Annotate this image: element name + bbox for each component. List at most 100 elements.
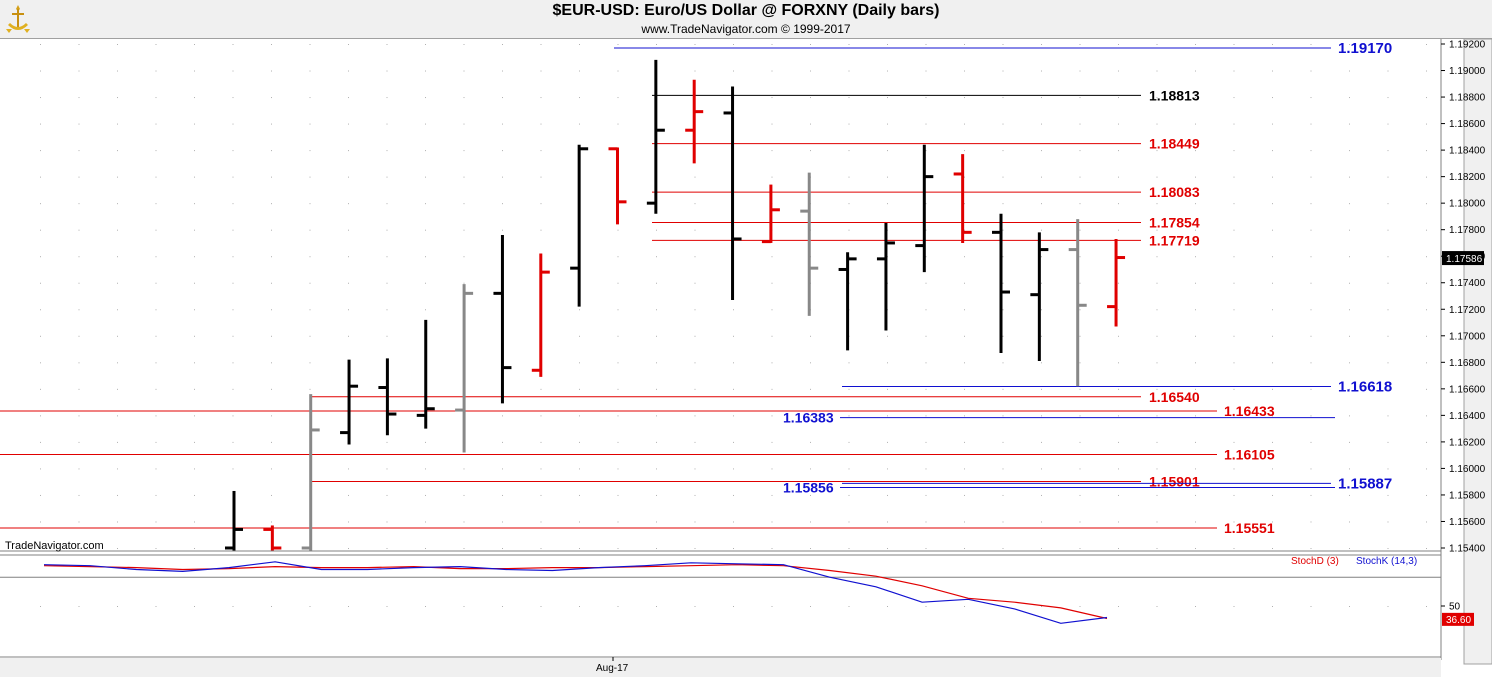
grid-dot [540,415,542,417]
grid-dot [1156,176,1158,178]
grid-dot [502,441,503,443]
grid-dot [694,606,696,607]
grid-dot [232,97,234,99]
grid-dot [386,176,388,178]
grid-dot [232,203,234,205]
grid-dot [1272,256,1273,258]
grid-dot [194,176,195,178]
grid-dot [271,123,272,125]
grid-dot [1079,441,1081,443]
grid-dot [232,123,234,125]
grid-dot [694,282,696,284]
legend-stochk: StochK (14,3) [1356,556,1417,567]
grid-dot [463,150,465,152]
grid-dot [964,44,965,45]
grid-dot [348,282,349,284]
grid-dot [309,97,311,99]
grid-dot [1310,97,1312,99]
grid-dot [771,309,773,311]
grid-dot [1156,388,1158,390]
grid-dot [1310,44,1312,45]
grid-dot [1079,123,1081,125]
grid-dot [887,606,888,607]
grid-dot [1195,309,1196,311]
grid-dot [155,282,157,284]
grid-dot [1387,548,1389,549]
grid-dot [194,282,195,284]
grid-dot [78,521,80,523]
level-label: 1.16105 [1224,446,1275,462]
grid-dot [386,335,388,337]
grid-dot [1387,606,1389,607]
grid-dot [502,468,503,470]
level-label: 1.16433 [1224,403,1275,419]
stoch-series-line [43,561,1108,624]
grid-dot [579,123,580,125]
grid-dot [1272,70,1273,72]
grid-dot [78,282,80,284]
grid-dot [694,521,696,523]
grid-dot [1156,362,1158,364]
grid-dot [579,44,580,45]
grid-dot [1079,256,1081,258]
grid-dot [771,256,773,258]
grid-dot [540,97,542,99]
grid-dot [309,150,311,152]
grid-dot [309,123,311,125]
grid-dot [810,362,811,364]
grid-dot [425,441,426,443]
grid-dot [1387,123,1389,125]
grid-dot [1272,44,1273,45]
grid-dot [540,229,542,231]
grid-dot [1079,521,1081,523]
grid-dot [1387,282,1389,284]
date-axis-bg [0,658,1441,677]
grid-dot [1426,606,1427,607]
grid-dot [40,70,41,72]
grid-dot [694,309,696,311]
grid-dot [1310,309,1312,311]
grid-dot [579,97,580,99]
grid-dot [1002,548,1004,549]
grid-dot [1041,97,1042,99]
legend-stochd: StochD (3) [1291,556,1339,567]
grid-dot [1156,415,1158,417]
grid-dot [887,388,888,390]
grid-dot [964,388,965,390]
grid-dot [117,309,118,311]
grid-dot [232,70,234,72]
grid-dot [656,388,657,390]
grid-dot [579,606,580,607]
grid-dot [425,97,426,99]
grid-dot [271,362,272,364]
grid-dot [40,97,41,99]
grid-dot [78,606,80,607]
grid-dot [40,335,41,337]
grid-dot [1310,606,1312,607]
grid-dot [810,150,811,152]
grid-dot [656,606,657,607]
grid-dot [1041,123,1042,125]
grid-dot [1079,362,1081,364]
grid-dot [1118,335,1119,337]
grid-dot [964,468,965,470]
grid-dot [964,282,965,284]
grid-dot [1387,415,1389,417]
grid-dot [1002,309,1004,311]
grid-dot [925,203,927,205]
grid-dot [40,123,41,125]
grid-dot [1310,388,1312,390]
grid-dot [1426,548,1427,549]
grid-dot [155,150,157,152]
grid-dot [1233,494,1235,496]
grid-dot [194,494,195,496]
grid-dot [1079,229,1081,231]
grid-dot [1233,441,1235,443]
grid-dot [1272,441,1273,443]
y-tick-label: 1.16400 [1449,411,1486,422]
grid-dot [617,256,619,258]
grid-dot [964,123,965,125]
y-tick-label: 1.16600 [1449,384,1486,395]
grid-dot [425,282,426,284]
